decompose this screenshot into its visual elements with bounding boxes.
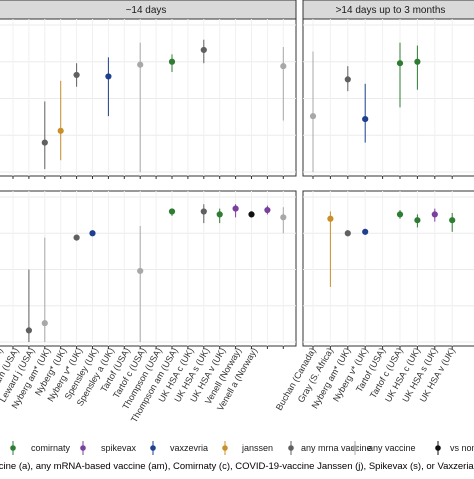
estimate-point bbox=[414, 58, 421, 65]
estimate-point bbox=[168, 208, 176, 215]
legend-key-point bbox=[435, 445, 441, 451]
estimate-point bbox=[362, 228, 369, 235]
legend-label: vaxzevria bbox=[170, 443, 208, 453]
estimate-point bbox=[137, 61, 144, 68]
estimate-point bbox=[344, 76, 351, 83]
estimate-point bbox=[216, 211, 223, 218]
estimate-point bbox=[396, 60, 404, 67]
points-layer bbox=[25, 39, 456, 342]
estimate-point bbox=[168, 58, 176, 65]
panel-frame bbox=[302, 190, 474, 347]
estimate-point bbox=[414, 217, 421, 224]
legend: comirnaty spikevax vaxzevria janssen any mrn… bbox=[10, 441, 474, 455]
legend-label: comirnaty bbox=[31, 443, 71, 453]
legend-key-point bbox=[150, 445, 156, 451]
legend-key-point bbox=[222, 445, 228, 451]
panel-frame bbox=[302, 18, 474, 177]
legend-label: spikevax bbox=[101, 443, 137, 453]
estimate-point bbox=[41, 320, 48, 327]
estimate-point bbox=[25, 327, 32, 334]
estimate-point bbox=[89, 230, 96, 237]
legend-key-point bbox=[10, 445, 16, 451]
estimate-point bbox=[362, 115, 369, 123]
estimate-point bbox=[200, 208, 207, 215]
estimate-point bbox=[105, 73, 112, 80]
legend-key-point bbox=[80, 445, 86, 451]
facet-strip-label: >14 days up to 3 months bbox=[336, 5, 446, 16]
legend-label: any vaccine bbox=[368, 443, 416, 453]
estimate-point bbox=[309, 113, 317, 120]
estimate-point bbox=[280, 214, 287, 221]
estimate-point bbox=[396, 211, 404, 218]
estimate-point bbox=[200, 46, 207, 54]
legend-label: any mrna vaccine bbox=[301, 443, 372, 453]
estimate-point bbox=[280, 63, 287, 70]
estimate-point bbox=[57, 127, 64, 134]
panel-frame bbox=[0, 190, 297, 347]
estimate-point bbox=[137, 267, 144, 275]
panels-layer: ~14 days >14 days up to 3 months bbox=[0, 0, 474, 349]
estimate-point bbox=[73, 71, 80, 79]
estimate-point bbox=[449, 217, 456, 224]
legend-key-point bbox=[352, 445, 358, 451]
legend-label: janssen bbox=[241, 443, 273, 453]
panel-frame bbox=[0, 18, 297, 177]
estimate-point bbox=[248, 211, 255, 218]
estimate-point bbox=[41, 139, 48, 146]
facet-strip-label: ~14 days bbox=[126, 5, 167, 16]
legend-key-point bbox=[288, 445, 294, 451]
estimate-point bbox=[327, 215, 334, 222]
estimate-point bbox=[431, 211, 438, 218]
legend-label: vs non bbox=[450, 443, 474, 453]
figure-caption: ccine (a), any mRNA-based vaccine (am), … bbox=[0, 461, 474, 472]
estimate-point bbox=[73, 234, 80, 241]
estimate-point bbox=[232, 205, 239, 212]
estimate-point bbox=[264, 206, 271, 214]
estimate-point bbox=[344, 230, 351, 237]
